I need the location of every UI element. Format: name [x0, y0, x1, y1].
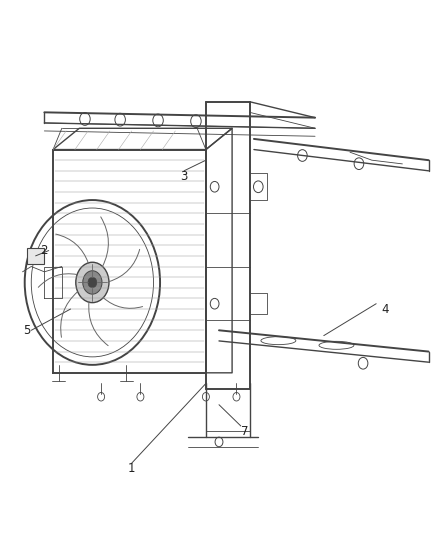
Text: 3: 3 [180, 169, 188, 183]
Text: 7: 7 [241, 425, 249, 438]
Text: 4: 4 [381, 303, 389, 316]
Text: 2: 2 [41, 244, 48, 257]
Circle shape [83, 271, 102, 294]
Circle shape [76, 262, 109, 303]
FancyBboxPatch shape [27, 248, 44, 264]
Text: 1: 1 [128, 462, 135, 475]
Circle shape [88, 277, 97, 288]
Text: 5: 5 [23, 324, 31, 337]
